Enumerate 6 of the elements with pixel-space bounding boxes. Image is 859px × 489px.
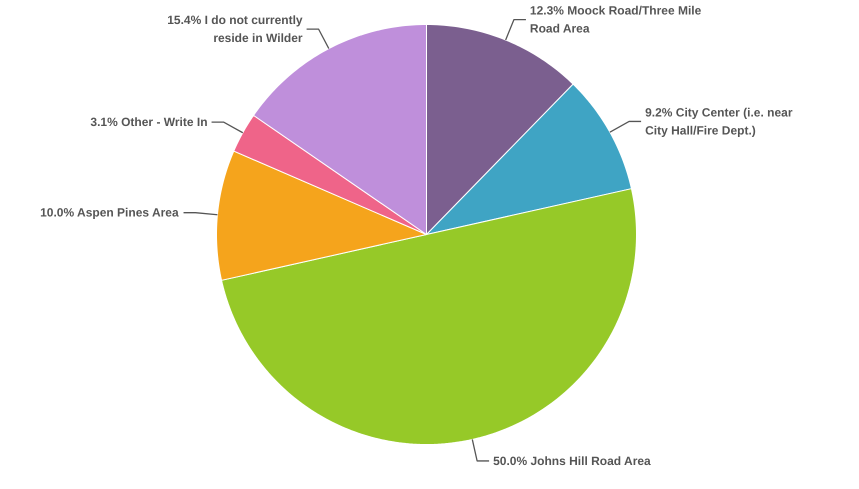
slice-label: 9.2% City Center (i.e. near City Hall/Fire Dept.)	[645, 105, 793, 138]
slice-label: 50.0% Johns Hill Road Area	[493, 454, 652, 468]
slice-label: 3.1% Other - Write In	[90, 115, 208, 130]
slice-label: 10.0% Aspen Pines Area	[40, 206, 179, 220]
slice-label: 15.4% I do not currently reside in Wilder	[167, 13, 303, 46]
slice-label: 12.3% Moock Road/Three Mile Road Area	[530, 4, 702, 36]
